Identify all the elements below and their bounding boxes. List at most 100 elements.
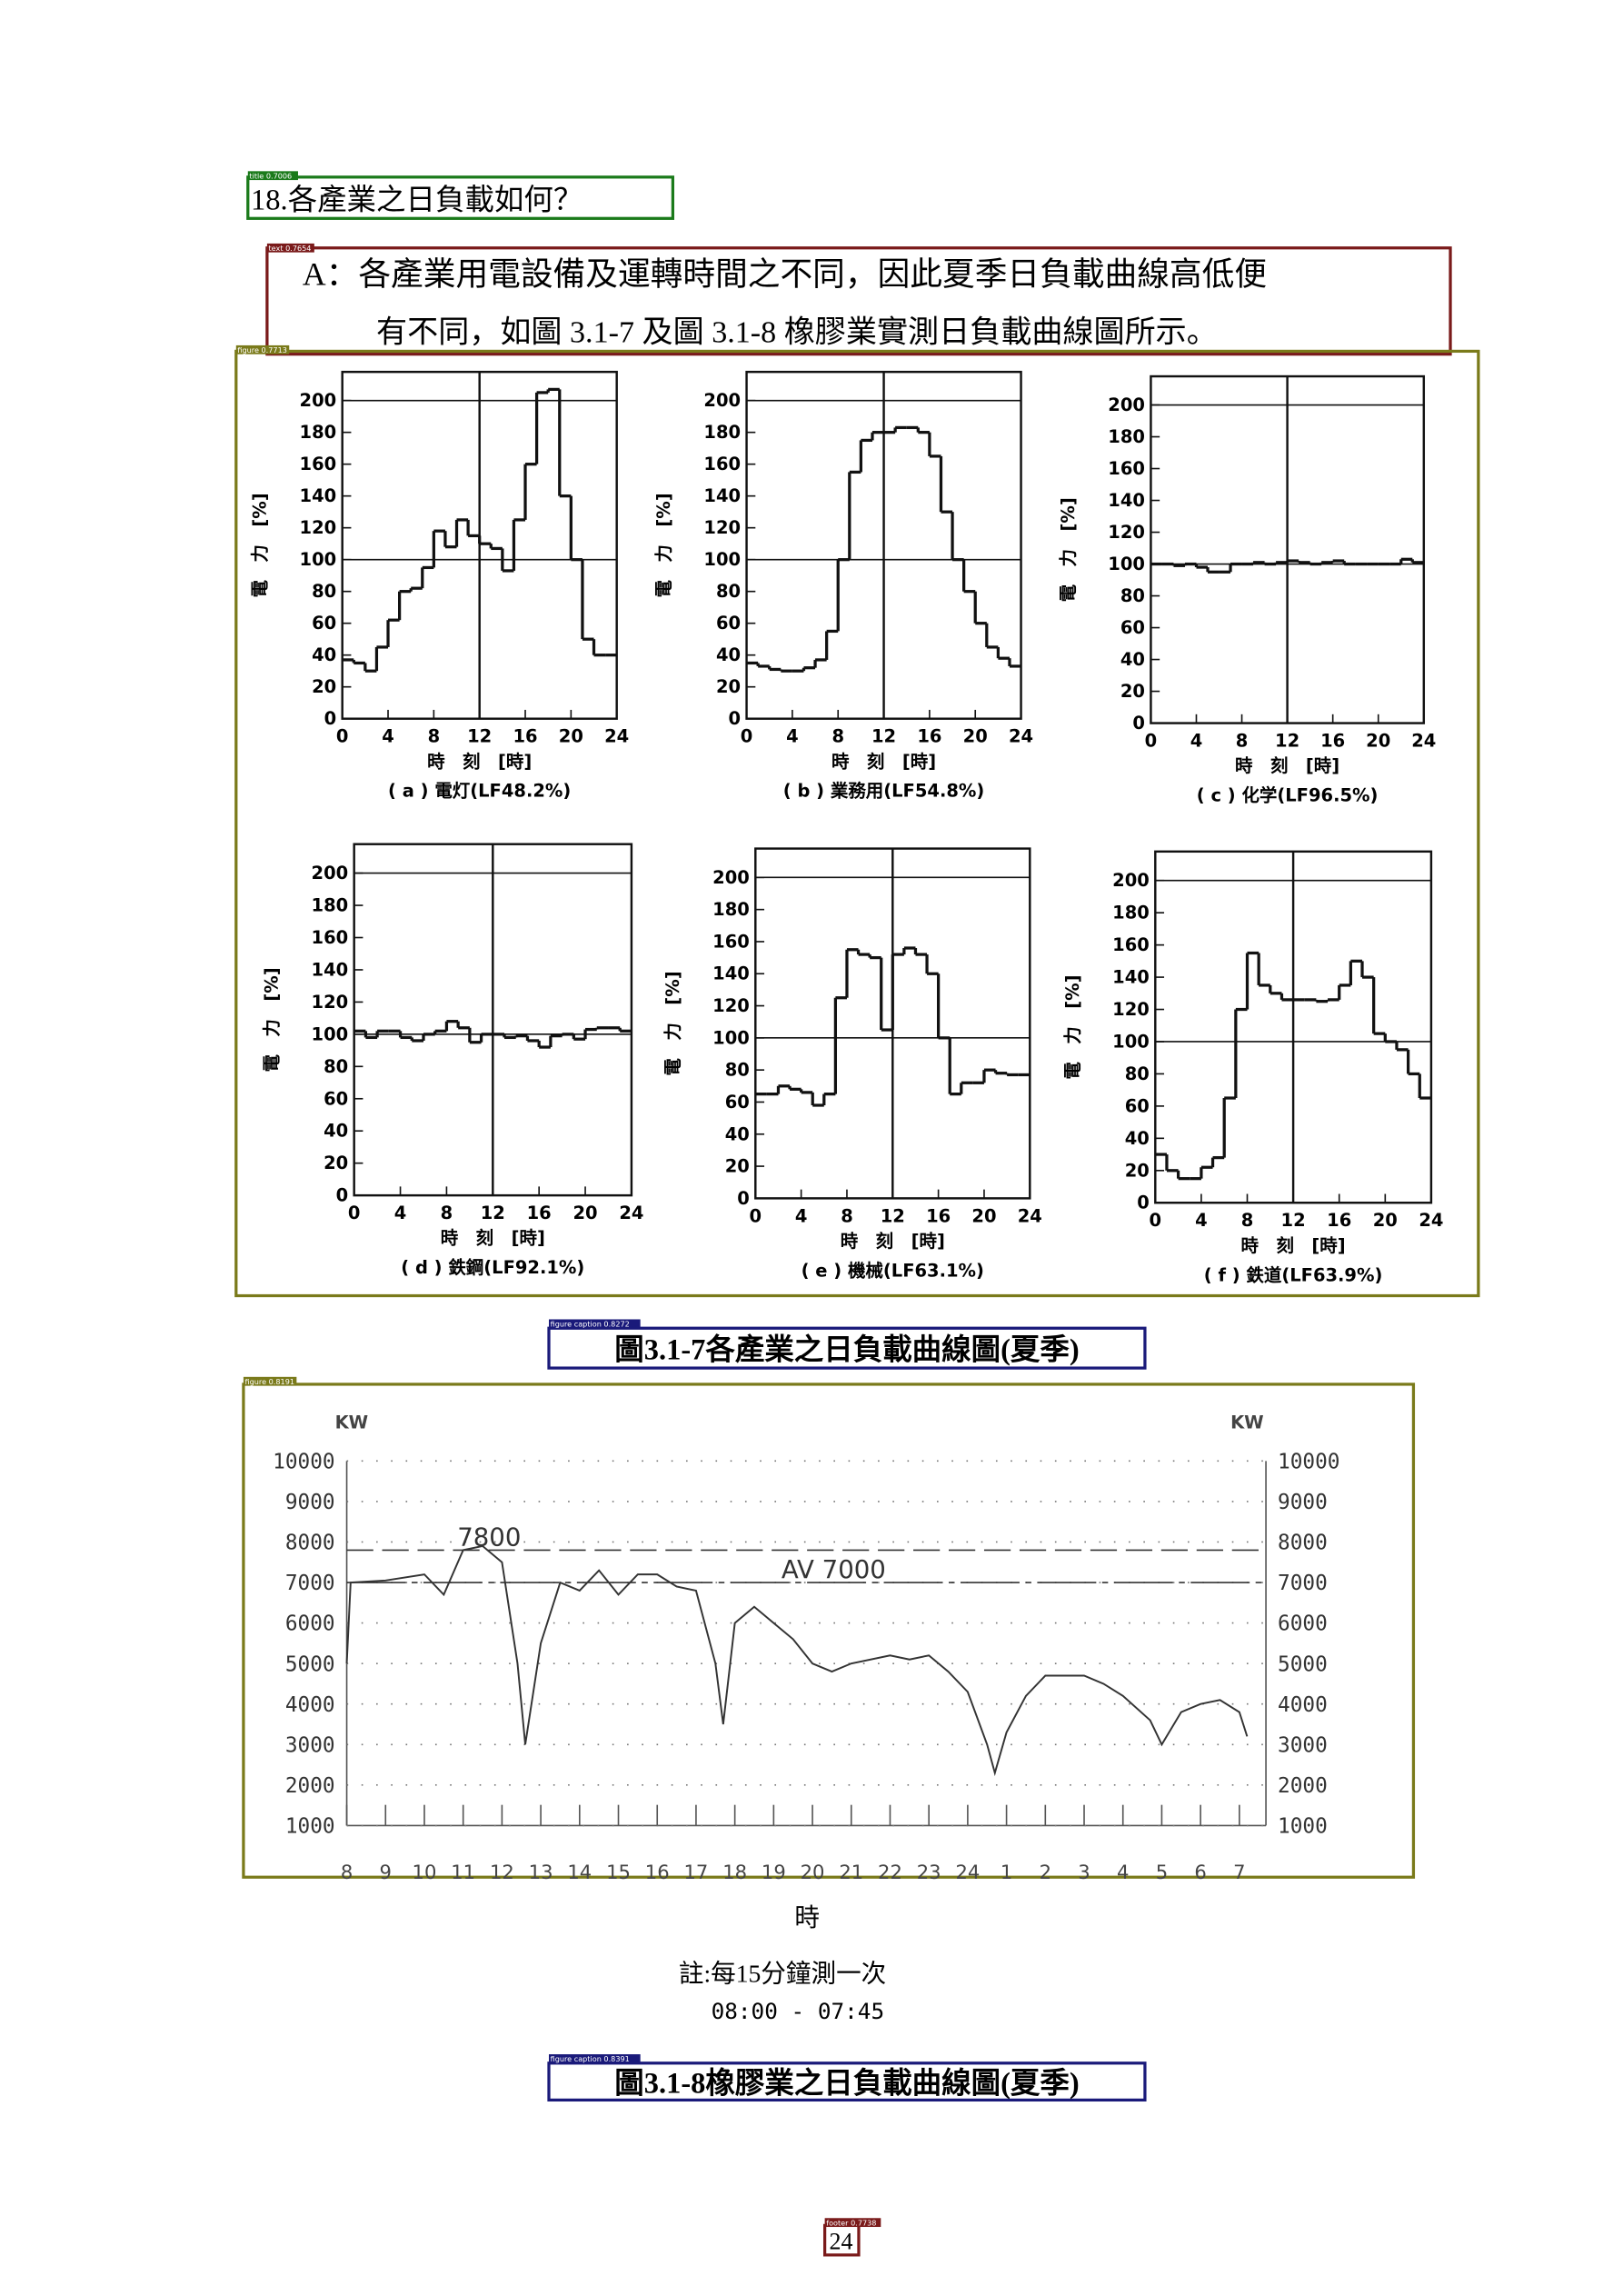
x-tick-label: 24 xyxy=(1419,1210,1443,1231)
x-tick-label: 4 xyxy=(786,726,799,747)
y-tick-label: 8000 xyxy=(285,1532,335,1555)
y-axis-title: 電 力 [%] xyxy=(249,493,270,597)
y-tick-label: 0 xyxy=(1132,713,1145,734)
y-tick-label: 3000 xyxy=(1278,1733,1328,1757)
y-tick-label: 40 xyxy=(312,644,336,665)
x-axis-title: 時 刻 [時] xyxy=(841,1231,945,1252)
panel-caption: ( a ) 電灯(LF48.2%) xyxy=(388,781,571,802)
paragraph-line: 有不同，如圖 3.1-7 及圖 3.1-8 橡膠業實測日負載曲線圖所示。 xyxy=(376,315,1218,350)
x-tick-label: 0 xyxy=(336,726,349,747)
figure-box xyxy=(242,1383,1416,1879)
x-tick-label: 20 xyxy=(1373,1210,1398,1231)
x-tick-label: 0 xyxy=(750,1205,762,1226)
y-tick-label: 160 xyxy=(1112,934,1150,955)
y-tick-label: 140 xyxy=(712,963,750,984)
y-tick-label: 140 xyxy=(300,485,337,506)
y-tick-label: 40 xyxy=(716,644,741,665)
det-tag xyxy=(824,2218,881,2228)
y-tick-label: 40 xyxy=(1125,1128,1150,1149)
x-tick-label: 4 xyxy=(1117,1861,1129,1883)
det-label: figure 0.7713 xyxy=(237,345,286,354)
y-tick-label: 100 xyxy=(1112,1031,1150,1052)
y-tick-label: 160 xyxy=(300,454,337,474)
x-tick-label: 5 xyxy=(1156,1861,1168,1883)
x-tick-label: 4 xyxy=(795,1205,808,1226)
y-tick-label: 160 xyxy=(1108,458,1145,479)
y-tick-label: 20 xyxy=(716,676,741,697)
det-label: figure caption 0.8391 xyxy=(551,2054,630,2063)
unit-label: KW xyxy=(1230,1413,1264,1433)
x-tick-label: 0 xyxy=(1145,731,1158,752)
y-tick-label: 10000 xyxy=(1278,1450,1339,1473)
x-tick-label: 8 xyxy=(341,1861,353,1883)
det-tag xyxy=(243,1376,297,1386)
x-tick-label: 12 xyxy=(481,1203,505,1223)
y-tick-label: 9000 xyxy=(285,1491,335,1514)
x-tick-label: 0 xyxy=(741,726,753,747)
det-tag xyxy=(235,344,290,354)
x-tick-label: 12 xyxy=(1281,1210,1306,1231)
y-tick-label: 10000 xyxy=(273,1450,334,1473)
y-tick-label: 120 xyxy=(1112,999,1150,1020)
x-tick-label: 12 xyxy=(881,1205,905,1226)
x-tick-label: 8 xyxy=(831,726,844,747)
y-tick-label: 7000 xyxy=(1278,1572,1328,1595)
x-tick-label: 0 xyxy=(1150,1210,1162,1231)
title: 18.各產業之日負載如何？ xyxy=(251,184,582,217)
x-tick-label: 24 xyxy=(604,726,629,747)
y-tick-label: 140 xyxy=(312,959,349,980)
x-tick-label: 9 xyxy=(380,1861,392,1883)
x-tick-label: 12 xyxy=(467,726,492,747)
y-tick-label: 60 xyxy=(1120,617,1145,638)
panel-caption: ( b ) 業務用(LF54.8%) xyxy=(783,781,985,802)
x-tick-label: 20 xyxy=(573,1203,598,1223)
x-tick-label: 13 xyxy=(529,1861,553,1883)
x-tick-label: 16 xyxy=(513,726,537,747)
det-tag xyxy=(266,243,314,253)
y-tick-label: 200 xyxy=(703,390,741,411)
y-tick-label: 100 xyxy=(300,549,337,570)
y-tick-label: 140 xyxy=(703,485,741,506)
x-tick-label: 22 xyxy=(878,1861,902,1883)
det-tag xyxy=(548,1319,641,1329)
x-tick-label: 20 xyxy=(971,1205,996,1226)
y-tick-label: 1000 xyxy=(285,1815,335,1839)
y-tick-label: 40 xyxy=(324,1121,348,1142)
x-tick-label: 12 xyxy=(490,1861,514,1883)
y-tick-label: 0 xyxy=(737,1188,750,1209)
x-axis-title: 時 xyxy=(794,1903,820,1932)
y-tick-label: 100 xyxy=(712,1027,750,1048)
x-tick-label: 8 xyxy=(441,1203,453,1223)
x-tick-label: 4 xyxy=(1195,1210,1208,1231)
y-tick-label: 160 xyxy=(312,927,349,948)
y-tick-label: 100 xyxy=(1108,554,1145,574)
x-tick-label: 24 xyxy=(1411,731,1436,752)
y-tick-label: 40 xyxy=(1120,649,1145,670)
x-axis-title: 時 刻 [時] xyxy=(427,751,532,772)
y-tick-label: 6000 xyxy=(285,1612,335,1636)
x-tick-label: 16 xyxy=(527,1203,552,1223)
y-axis-title: 電 力 [%] xyxy=(1058,497,1079,602)
y-tick-label: 60 xyxy=(312,613,336,634)
x-axis-title: 時 刻 [時] xyxy=(831,751,936,772)
y-axis-title: 電 力 [%] xyxy=(653,493,674,597)
x-tick-label: 8 xyxy=(1236,731,1249,752)
y-tick-label: 200 xyxy=(300,390,337,411)
y-tick-label: 120 xyxy=(712,995,750,1016)
annotation: 7800 xyxy=(457,1522,521,1552)
det-tag xyxy=(247,171,298,181)
y-tick-label: 180 xyxy=(1108,426,1145,447)
text-box xyxy=(265,246,1452,356)
x-tick-label: 11 xyxy=(451,1861,475,1883)
det-label: footer 0.7738 xyxy=(826,2218,876,2227)
y-tick-label: 9000 xyxy=(1278,1491,1328,1514)
x-tick-label: 8 xyxy=(428,726,441,747)
y-tick-label: 20 xyxy=(312,676,336,697)
panel-caption: ( f ) 鉄道(LF63.9%) xyxy=(1204,1264,1383,1285)
x-tick-label: 16 xyxy=(917,726,941,747)
y-tick-label: 5000 xyxy=(285,1652,335,1676)
figure-caption: 圖3.1-8橡膠業之日負載曲線圖(夏季) xyxy=(614,2066,1079,2100)
y-tick-label: 2000 xyxy=(285,1774,335,1798)
y-tick-label: 2000 xyxy=(1278,1774,1328,1798)
x-axis-title: 時 刻 [時] xyxy=(1241,1235,1346,1256)
